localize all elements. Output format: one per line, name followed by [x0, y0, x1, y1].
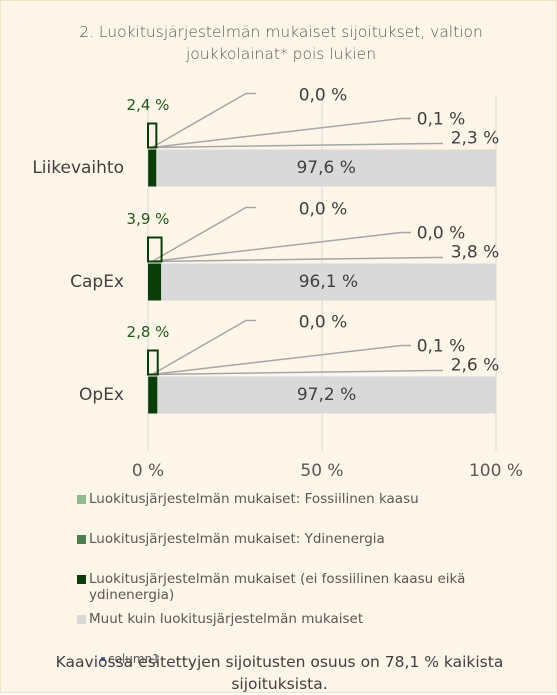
data-label: 2,6 %	[451, 356, 500, 376]
legend-label: Luokitusjärjestelmän mukaiset: Fossiilin…	[89, 491, 419, 507]
legend-swatch	[77, 615, 86, 624]
legend-swatch	[77, 535, 86, 544]
data-label: 2,4 %	[127, 96, 170, 114]
y-tick-label: OpEx	[79, 385, 124, 405]
data-label: 3,8 %	[451, 243, 500, 263]
bar-segment	[148, 377, 157, 414]
data-label: 0,1 %	[417, 337, 466, 357]
leader-line	[152, 258, 443, 262]
bar-segment	[148, 150, 156, 187]
legend-swatch	[77, 575, 86, 584]
data-label: 96,1 %	[299, 272, 358, 292]
data-label: 0,0 %	[299, 86, 348, 106]
y-tick-label: CapEx	[70, 272, 124, 292]
leader-line	[152, 144, 443, 148]
leader-line	[152, 233, 411, 262]
x-tick-label: 50 %	[300, 461, 343, 481]
data-label: 0,0 %	[299, 313, 348, 333]
legend-item: Luokitusjärjestelmän mukaiset (ei fossii…	[77, 571, 517, 603]
legend-label: Luokitusjärjestelmän mukaiset (ei fossii…	[89, 571, 517, 603]
data-label: 0,0 %	[299, 200, 348, 220]
outline-bar	[148, 351, 158, 375]
leader-line	[152, 346, 411, 375]
data-label: 0,0 %	[417, 224, 466, 244]
data-label: 3,9 %	[127, 210, 170, 228]
data-label: 2,3 %	[451, 129, 500, 149]
x-tick-label: 100 %	[469, 461, 523, 481]
footnote: Kaaviossa esitettyjen sijoitusten osuus …	[21, 651, 538, 695]
legend-item: Luokitusjärjestelmän mukaiset: Fossiilin…	[77, 491, 517, 507]
bar-segment	[148, 264, 161, 301]
legend-item: Luokitusjärjestelmän mukaiset: Ydinenerg…	[77, 531, 517, 547]
data-label: 97,2 %	[297, 385, 356, 405]
leader-line	[152, 371, 443, 375]
x-tick-label: 0 %	[132, 461, 164, 481]
data-label: 0,1 %	[417, 110, 466, 130]
y-tick-label: Liikevaihto	[32, 158, 124, 178]
data-label: 2,8 %	[127, 323, 170, 341]
outline-bar	[148, 124, 156, 148]
legend-label: Luokitusjärjestelmän mukaiset: Ydinenerg…	[89, 531, 385, 547]
legend-label: Muut kuin luokitusjärjestelmän mukaiset	[89, 611, 363, 627]
legend-item: Muut kuin luokitusjärjestelmän mukaiset	[77, 611, 517, 627]
leader-line	[152, 119, 411, 148]
legend-swatch	[77, 495, 86, 504]
data-label: 97,6 %	[296, 158, 355, 178]
